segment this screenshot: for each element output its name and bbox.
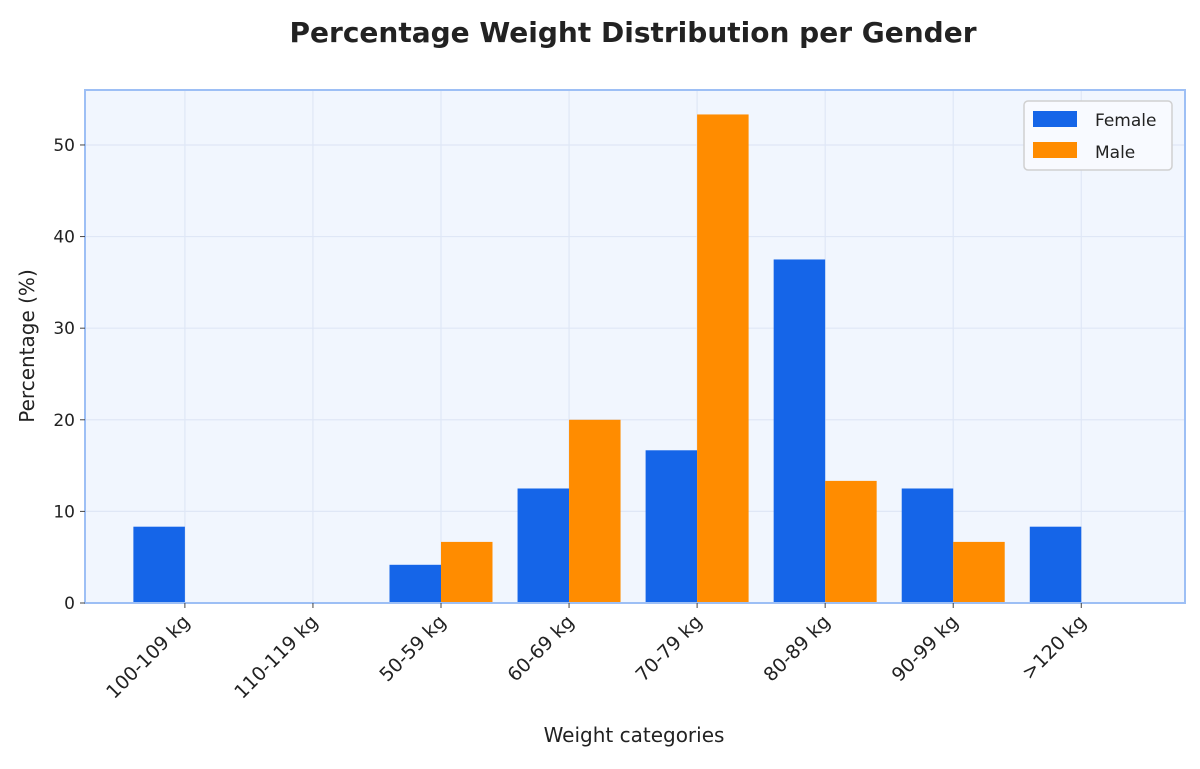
x-tick-label: 80-89 kg [760,611,835,686]
chart-title: Percentage Weight Distribution per Gende… [290,16,977,49]
legend-label-male: Male [1095,143,1135,163]
plot-area [85,90,1185,603]
y-tick-label: 50 [53,136,75,156]
bars [133,114,1082,603]
bar-female [517,488,570,603]
bar-female [1029,526,1082,603]
y-tick-label: 40 [53,228,75,248]
bar-male [697,114,749,603]
bar-male [953,541,1005,603]
bar-male [569,419,621,603]
x-tick-label: >120 kg [1018,611,1091,684]
x-axis-label: Weight categories [544,723,725,747]
y-tick-label: 20 [53,411,75,431]
x-ticks: 100-109 kg 110-119 kg 50-59 kg 60-69 kg 70-7… [102,603,1091,703]
bar-male [440,541,493,603]
plot-border [84,89,1186,604]
y-tick-label: 30 [53,319,75,339]
legend: Female Male [1023,100,1173,171]
y-ticks: 0 10 20 30 40 50 [53,136,85,614]
y-axis-label: Percentage (%) [15,269,39,422]
bar-female [773,259,826,603]
legend-label-female: Female [1095,111,1156,131]
x-tick-label: 90-99 kg [888,611,963,686]
x-tick-label: 60-69 kg [503,611,578,686]
legend-swatch-female [1033,111,1077,127]
y-tick-label: 0 [64,594,75,614]
x-tick-label: 110-119 kg [230,611,322,703]
x-tick-label: 70-79 kg [631,611,706,686]
x-tick-label: 100-109 kg [102,611,194,703]
bar-female [901,488,954,603]
x-tick-label: 50-59 kg [375,611,450,686]
legend-swatch-male [1033,142,1077,158]
bar-male [825,480,877,603]
y-tick-label: 10 [53,502,75,522]
bar-female [645,450,698,603]
bar-female [133,526,185,603]
bar-female [389,564,441,603]
